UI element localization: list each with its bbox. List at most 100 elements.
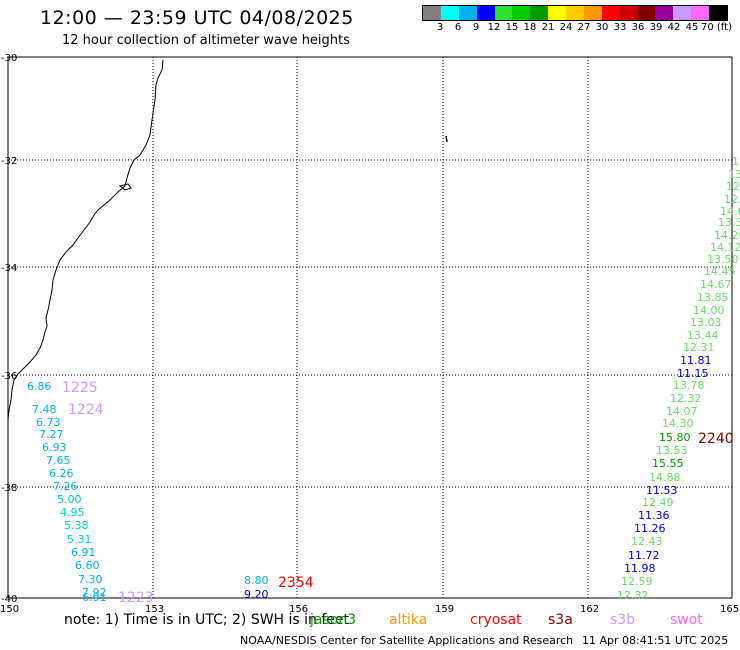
legend-swatch bbox=[423, 6, 441, 20]
wave-height-value: 6.26 bbox=[49, 467, 74, 480]
wave-height-value: 13 bbox=[728, 168, 740, 181]
wave-height-value: 13.85 bbox=[697, 291, 729, 304]
wave-height-value: 14.00 bbox=[693, 304, 725, 317]
wave-height-value: 12.43 bbox=[631, 535, 663, 548]
wave-height-value: 11.36 bbox=[638, 509, 670, 522]
credit-text: NOAA/NESDIS Center for Satellite Applica… bbox=[240, 634, 574, 647]
wave-height-value: 6.93 bbox=[42, 441, 67, 454]
wave-height-value: 13.50 bbox=[707, 253, 739, 266]
satellite-s3b: s3b bbox=[610, 612, 636, 628]
legend-label: 9 bbox=[472, 22, 480, 33]
wave-height-value: 11.53 bbox=[646, 484, 678, 497]
coastline bbox=[7, 59, 164, 421]
wave-height-value: 6.60 bbox=[75, 559, 100, 572]
wave-height-value: 7.92 bbox=[82, 586, 107, 599]
latitude-label: -30 bbox=[1, 53, 17, 64]
legend-swatch bbox=[691, 6, 709, 20]
wave-height-value: 8.80 bbox=[244, 574, 269, 587]
latitude-label: -32 bbox=[1, 156, 17, 167]
pass-time-label: 2354 bbox=[278, 575, 314, 591]
legend-label: 27 bbox=[577, 22, 591, 33]
legend-label: 12 bbox=[487, 22, 501, 33]
satellite-swot: swot bbox=[670, 612, 703, 628]
longitude-label: 162 bbox=[580, 604, 599, 615]
wave-height-value: 12.31 bbox=[683, 341, 715, 354]
legend-label: 18 bbox=[523, 22, 537, 33]
island-mark bbox=[445, 135, 448, 143]
satellite-cryosat: cryosat bbox=[470, 612, 522, 628]
legend-label: 24 bbox=[559, 22, 573, 33]
legend-swatch bbox=[458, 6, 477, 20]
wave-height-value: 11.81 bbox=[680, 354, 712, 367]
wave-height-value: 6.91 bbox=[82, 591, 107, 604]
legend-swatch bbox=[494, 6, 513, 20]
legend-swatch bbox=[637, 6, 656, 20]
legend-label: 6 bbox=[454, 22, 462, 33]
wave-height-value: 13.53 bbox=[656, 444, 688, 457]
legend-label: 33 bbox=[613, 22, 627, 33]
map-title: 12:00 — 23:59 UTC 04/08/2025 bbox=[40, 7, 354, 29]
legend-label: 36 bbox=[631, 22, 645, 33]
wave-height-value: 14.30 bbox=[662, 417, 694, 430]
wave-height-value: 5.38 bbox=[64, 519, 89, 532]
latitude-label: -40 bbox=[1, 594, 17, 605]
legend-swatch bbox=[530, 6, 549, 20]
wave-height-value: 4.95 bbox=[60, 506, 85, 519]
wave-height-value: 14.45 bbox=[704, 265, 736, 278]
units-note: note: 1) Time is in UTC; 2) SWH is in fe… bbox=[64, 612, 350, 628]
legend-label: 21 bbox=[541, 22, 555, 33]
legend-label: 3 bbox=[436, 22, 444, 33]
longitude-label: 165 bbox=[720, 604, 739, 615]
legend-swatch bbox=[512, 6, 531, 20]
wave-height-value: 13.78 bbox=[673, 379, 705, 392]
longitude-label: 159 bbox=[435, 604, 454, 615]
legend-swatch bbox=[476, 6, 495, 20]
wave-height-value: 12.49 bbox=[642, 496, 674, 509]
legend-label: 39 bbox=[649, 22, 663, 33]
satellite-jason3: jason3 bbox=[310, 612, 357, 628]
legend-swatch bbox=[619, 6, 638, 20]
longitude-label: 156 bbox=[289, 604, 308, 615]
legend-label: 42 bbox=[667, 22, 681, 33]
wave-height-value: 14.88 bbox=[649, 471, 681, 484]
wave-height-value: 12 bbox=[726, 180, 740, 193]
wave-height-value: 6.73 bbox=[36, 416, 61, 429]
wave-height-value: 12. bbox=[724, 193, 740, 206]
wave-height-value: 13.44 bbox=[687, 329, 719, 342]
legend-label: 15 bbox=[505, 22, 519, 33]
lat-lon-grid bbox=[8, 57, 732, 598]
wave-height-value: 5.00 bbox=[57, 493, 82, 506]
wave-height-value: 14.6 bbox=[720, 205, 740, 218]
color-legend bbox=[422, 5, 728, 21]
generated-timestamp: 11 Apr 08:41:51 UTC 2025 bbox=[582, 634, 729, 647]
wave-height-value: 9.20 bbox=[244, 588, 269, 601]
wave-height-value: 15.80 bbox=[659, 431, 691, 444]
wave-height-value: 7.30 bbox=[78, 573, 103, 586]
wave-height-value: 11.26 bbox=[634, 522, 666, 535]
legend-label: 30 bbox=[595, 22, 609, 33]
wave-height-value: 5.31 bbox=[67, 533, 92, 546]
wave-height-value: 6.86 bbox=[27, 380, 52, 393]
legend-swatch bbox=[709, 6, 727, 20]
wave-height-value: 15.55 bbox=[652, 457, 684, 470]
wave-height-value: 11.98 bbox=[624, 562, 656, 575]
wave-height-value: 1. bbox=[732, 155, 740, 168]
longitude-label: 150 bbox=[0, 604, 19, 615]
map-frame bbox=[7, 56, 733, 599]
coastline-island bbox=[118, 183, 132, 191]
wave-height-value: 7.26 bbox=[53, 480, 78, 493]
legend-swatch bbox=[566, 6, 584, 20]
wave-height-value: 7.65 bbox=[46, 454, 71, 467]
wave-height-value: 11.72 bbox=[628, 549, 660, 562]
latitude-label: -34 bbox=[1, 263, 17, 274]
wave-height-value: 13.03 bbox=[690, 316, 722, 329]
map-subtitle: 12 hour collection of altimeter wave hei… bbox=[62, 33, 350, 48]
legend-swatch bbox=[583, 6, 602, 20]
latitude-label: -38 bbox=[1, 483, 17, 494]
legend-swatch bbox=[673, 6, 692, 20]
wave-height-value: 12.32 bbox=[617, 589, 649, 602]
axis-labels: 150 153 156 159 162 165 -30 -32 -34 -36 -38 -40 bbox=[0, 53, 739, 615]
wave-height-value: 14.12 bbox=[710, 241, 740, 254]
pass-time-label: 1223 bbox=[118, 590, 154, 606]
